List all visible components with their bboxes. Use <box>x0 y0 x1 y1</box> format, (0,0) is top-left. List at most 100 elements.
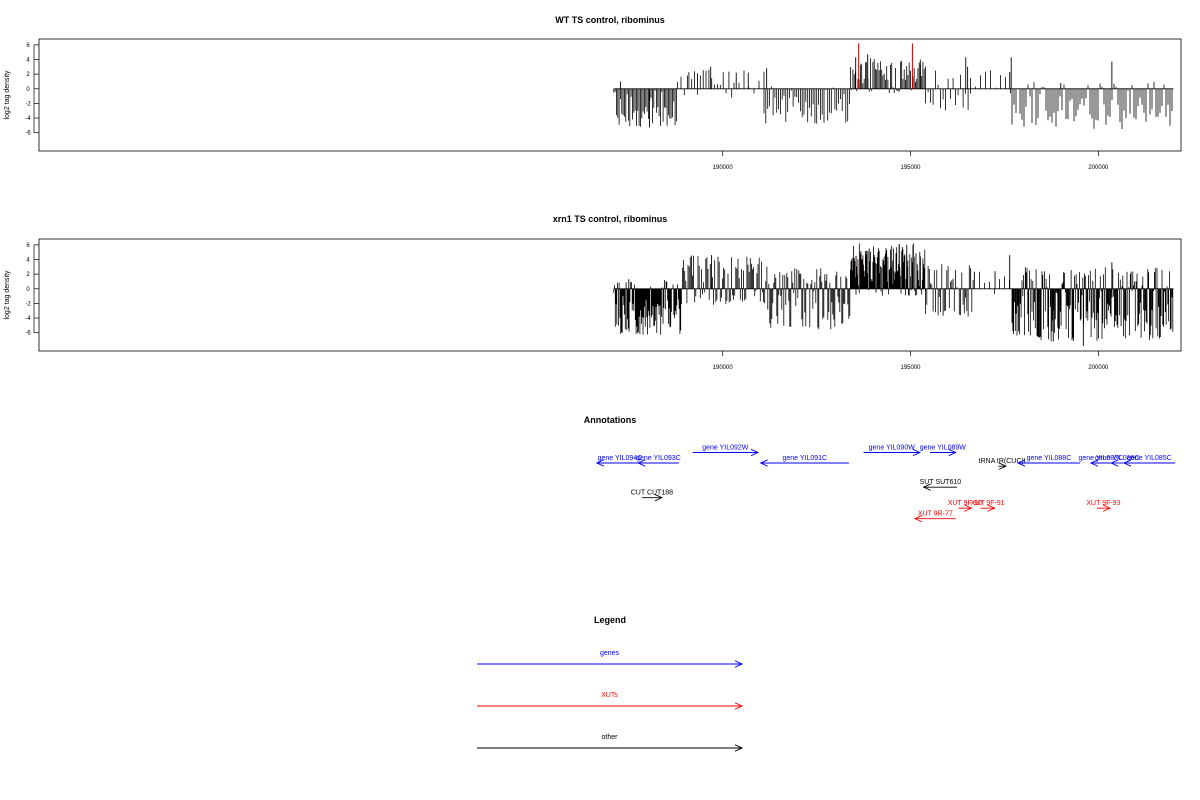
annotation-feature: gene YIL087C <box>1078 455 1123 467</box>
annotation-arrow-head <box>1110 459 1119 467</box>
annotation-feature: SUT SUT610 <box>920 479 962 491</box>
legend-label: XUTs <box>601 692 618 699</box>
y-tick-label: -4 <box>25 116 31 122</box>
legend-arrow-head <box>734 702 744 710</box>
annotation-feature: CUT CUT188 <box>631 490 673 502</box>
annotation-arrow-head <box>964 504 973 512</box>
annotation-label: gene YIL086C <box>1095 455 1140 462</box>
y-tick-label: 0 <box>26 287 30 293</box>
annotation-arrow-head <box>654 494 663 502</box>
annotation-feature: gene YIL090W <box>863 445 922 457</box>
annotation-label: CUT CUT188 <box>631 490 673 497</box>
annotation-feature: gene YIL091C <box>759 455 849 467</box>
y-tick-label: -2 <box>25 301 31 307</box>
x-tick-label: 195000 <box>901 365 922 371</box>
annotation-arrow-head <box>912 448 922 457</box>
legend-title: Legend <box>594 615 626 625</box>
annotation-feature: tRNA tR(CUC)I <box>979 458 1026 470</box>
panel-xrn1-plot-frame <box>38 238 1182 352</box>
panel-xrn1: xrn1 TS control, ribominus log2 tag dens… <box>4 214 1182 371</box>
panel-xrn1-title: xrn1 TS control, ribominus <box>553 214 668 224</box>
annotations-title: Annotations <box>584 415 637 425</box>
x-tick-label: 200000 <box>1088 365 1109 371</box>
annotation-feature: gene YIL088C <box>1016 455 1080 467</box>
y-tick-label: 2 <box>26 272 30 278</box>
y-tick-label: 6 <box>26 243 30 249</box>
annotation-feature: gene YIL085C <box>1122 455 1175 467</box>
annotation-feature: gene YIL094C <box>595 455 644 467</box>
legend-arrow-head <box>734 744 744 752</box>
legend-item: XUTs <box>477 692 744 710</box>
annotation-arrow-head <box>1016 459 1026 467</box>
legend-label: genes <box>600 650 620 657</box>
x-tick-label: 195000 <box>901 165 922 171</box>
density-bars <box>613 244 1174 342</box>
x-tick-label: 190000 <box>713 165 734 171</box>
annotation-arrow-head <box>637 459 646 467</box>
panel-xrn1-bars <box>613 243 1174 346</box>
legend-items: genes XUTs other <box>477 650 744 752</box>
annotation-label: gene YIL085C <box>1127 455 1172 462</box>
panel-wt: WT TS control, ribominus log2 tag densit… <box>4 15 1182 171</box>
annotation-feature: gene YIL093C <box>636 455 681 467</box>
annotation-arrow-head <box>922 483 931 491</box>
annotation-arrow-head <box>750 448 760 457</box>
annotation-label: gene YIL093C <box>636 455 681 462</box>
annotation-label: tRNA tR(CUC)I <box>979 458 1026 465</box>
annotation-feature: XUT 9R-77 <box>913 511 956 523</box>
y-tick-label: 4 <box>26 257 30 263</box>
annotation-label: gene YIL094C <box>598 455 643 462</box>
annotation-label: gene YIL090W <box>869 445 916 452</box>
annotation-label: gene YIL087C <box>1078 455 1123 462</box>
panel-wt-bars <box>613 43 1174 129</box>
legend-arrow-head <box>734 660 744 668</box>
annotation-arrow-head <box>913 515 923 523</box>
annotation-arrow-head <box>759 459 768 467</box>
y-tick-label: 6 <box>26 43 30 49</box>
annotation-feature: XUT 9F-90 <box>948 500 982 512</box>
y-tick-label: 2 <box>26 72 30 78</box>
annotation-label: XUT 9F-90 <box>948 500 982 507</box>
annotation-arrow-head <box>595 459 605 467</box>
annotation-arrow-head <box>1102 504 1112 512</box>
annotation-label: gene YIL092W <box>702 445 749 452</box>
y-tick-label: 4 <box>26 57 30 63</box>
x-tick-label: 200000 <box>1088 165 1109 171</box>
annotation-arrow-head <box>998 462 1008 470</box>
panel-wt-plot-frame <box>38 38 1182 152</box>
panel-wt-title: WT TS control, ribominus <box>555 15 665 25</box>
annotation-arrow-head <box>987 504 996 512</box>
annotation-feature: XUT 9F-91 <box>970 500 1005 512</box>
annotation-label: XUT 9R-77 <box>918 511 953 518</box>
annotation-feature: gene YIL092W <box>692 445 760 457</box>
annotation-arrow-head <box>1089 459 1099 467</box>
annotation-feature: gene YIL086C <box>1095 455 1140 467</box>
y-tick-label: -6 <box>25 131 31 137</box>
annotation-label: gene YIL088C <box>1027 455 1072 462</box>
legend-item: other <box>477 734 744 752</box>
legend-label: other <box>602 734 619 741</box>
annotation-feature: gene YIL089W <box>920 445 967 457</box>
panel-xrn1-x-ticks: 190000 195000 200000 <box>713 351 1109 371</box>
annotation-arrow-head <box>1122 459 1132 467</box>
x-tick-label: 190000 <box>713 365 734 371</box>
panel-xrn1-y-axis-label: log2 tag density <box>4 270 11 320</box>
annotation-label: XUT 9F-91 <box>970 500 1004 507</box>
panel-wt-y-ticks: 6 4 2 0 -2 -4 -6 <box>25 43 39 137</box>
panel-wt-x-ticks: 190000 195000 200000 <box>713 151 1109 171</box>
legend: Legend genes XUTs other <box>477 615 744 752</box>
panel-wt-y-axis-label: log2 tag density <box>4 70 11 120</box>
legend-item: genes <box>477 650 744 668</box>
annotation-label: XUT 9F-93 <box>1086 500 1120 507</box>
y-tick-label: -6 <box>25 331 31 337</box>
density-bars <box>613 58 1173 129</box>
annotation-arrow-head <box>948 448 957 457</box>
annotation-label: gene YIL089W <box>920 445 967 452</box>
annotation-label: gene YIL091C <box>782 455 827 462</box>
annotation-label: SUT SUT610 <box>920 479 962 486</box>
y-tick-label: -2 <box>25 101 31 107</box>
panel-xrn1-y-ticks: 6 4 2 0 -2 -4 -6 <box>25 243 39 337</box>
y-tick-label: -4 <box>25 316 31 322</box>
